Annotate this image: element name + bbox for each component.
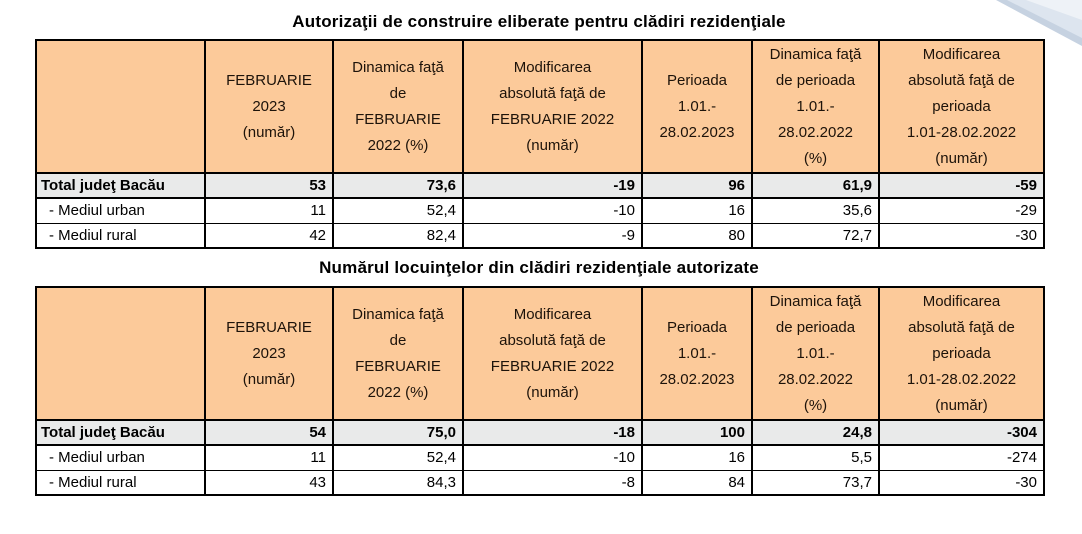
cell-value: -274 [878,444,1045,471]
cell-value: 73,6 [332,172,464,199]
column-header-absolute-change-vs-february: Modificarea absolută faţă de FEBRUARIE 2… [462,39,643,174]
cell-value: 16 [641,197,753,224]
row-label: - Mediul rural [35,222,206,249]
cell-value: 11 [204,444,334,471]
cell-value: 82,4 [332,222,464,249]
column-header-period-2023: Perioada 1.01.- 28.02.2023 [641,39,753,174]
cell-value: 35,6 [751,197,880,224]
report-content: Autorizaţii de construire eliberate pent… [35,0,1045,496]
cell-value: -10 [462,444,643,471]
cell-value: 96 [641,172,753,199]
table-title-dwellings: Numărul locuinţelor din clădiri rezidenţ… [319,258,759,277]
table-title-authorizations: Autorizaţii de construire eliberate pent… [292,12,786,31]
column-header-dynamic-vs-period: Dinamica faţă de perioada 1.01.- 28.02.2… [751,39,880,174]
header-row: FEBRUARIE 2023 (număr) Dinamica faţă de … [35,286,1045,421]
cell-value: 24,8 [751,419,880,446]
cell-value: 100 [641,419,753,446]
cell-value: 54 [204,419,334,446]
cell-value: 75,0 [332,419,464,446]
column-header-february-2023: FEBRUARIE 2023 (număr) [204,39,334,174]
table-dwellings: FEBRUARIE 2023 (număr) Dinamica faţă de … [35,286,1045,496]
row-label: - Mediul urban [35,444,206,471]
corner-swoosh-decoration [996,0,1082,46]
cell-value: -8 [462,469,643,496]
cell-value: 84 [641,469,753,496]
cell-value: 16 [641,444,753,471]
column-header-period-2023: Perioada 1.01.- 28.02.2023 [641,286,753,421]
cell-value: 84,3 [332,469,464,496]
column-header-dynamic-vs-february: Dinamica faţă de FEBRUARIE 2022 (%) [332,39,464,174]
cell-value: -29 [878,197,1045,224]
table-row-rural: - Mediul rural 43 84,3 -8 84 73,7 -30 [35,469,1045,496]
cell-value: 11 [204,197,334,224]
cell-value: 80 [641,222,753,249]
row-label: Total judeţ Bacău [35,419,206,446]
column-header-absolute-change-vs-february: Modificarea absolută faţă de FEBRUARIE 2… [462,286,643,421]
cell-value: -304 [878,419,1045,446]
table-row-rural: - Mediul rural 42 82,4 -9 80 72,7 -30 [35,222,1045,249]
table-row-total: Total judeţ Bacău 54 75,0 -18 100 24,8 -… [35,419,1045,446]
cell-value: 52,4 [332,197,464,224]
cell-value: -59 [878,172,1045,199]
cell-value: -30 [878,469,1045,496]
column-header-absolute-change-vs-period: Modificarea absolută faţă de perioada 1.… [878,286,1045,421]
cell-value: -10 [462,197,643,224]
column-header-dynamic-vs-period: Dinamica faţă de perioada 1.01.- 28.02.2… [751,286,880,421]
row-label: - Mediul urban [35,197,206,224]
column-header-february-2023: FEBRUARIE 2023 (număr) [204,286,334,421]
table-row-urban: - Mediul urban 11 52,4 -10 16 5,5 -274 [35,444,1045,471]
header-row: FEBRUARIE 2023 (număr) Dinamica faţă de … [35,39,1045,174]
row-label: - Mediul rural [35,469,206,496]
column-header-empty [35,286,206,421]
cell-value: 42 [204,222,334,249]
cell-value: -18 [462,419,643,446]
row-label: Total judeţ Bacău [35,172,206,199]
column-header-dynamic-vs-february: Dinamica faţă de FEBRUARIE 2022 (%) [332,286,464,421]
table-row-urban: - Mediul urban 11 52,4 -10 16 35,6 -29 [35,197,1045,224]
cell-value: 52,4 [332,444,464,471]
cell-value: -30 [878,222,1045,249]
cell-value: 5,5 [751,444,880,471]
cell-value: 72,7 [751,222,880,249]
cell-value: 61,9 [751,172,880,199]
table-row-total: Total judeţ Bacău 53 73,6 -19 96 61,9 -5… [35,172,1045,199]
cell-value: 73,7 [751,469,880,496]
table-authorizations: FEBRUARIE 2023 (număr) Dinamica faţă de … [35,39,1045,249]
cell-value: -19 [462,172,643,199]
cell-value: -9 [462,222,643,249]
column-header-empty [35,39,206,174]
column-header-absolute-change-vs-period: Modificarea absolută faţă de perioada 1.… [878,39,1045,174]
cell-value: 43 [204,469,334,496]
cell-value: 53 [204,172,334,199]
